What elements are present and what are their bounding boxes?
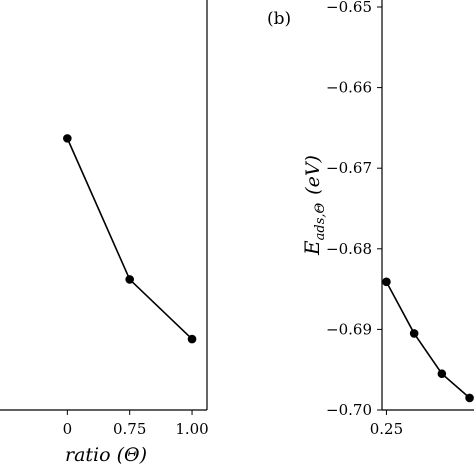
panel-b-plot-area [382,277,474,403]
data-point [187,334,197,344]
series-line [66,138,193,340]
data-point [465,393,474,403]
y-tick-label: −0.65 [326,0,372,16]
panel-b-y-axis-title-unit: (eV) [302,155,324,195]
panel-b-y-axis-title: Eads,Θ (eV) [300,155,328,256]
y-tick-label: −0.69 [326,320,372,338]
series-line [385,281,471,399]
panel-b-x-ticks: 0.25 [370,410,403,438]
y-tick-label: −0.70 [326,401,372,419]
panel-b-y-ticks: −0.65 −0.66 −0.67 −0.68 −0.69 −0.70 [326,0,382,419]
data-point [382,277,391,287]
data-point [63,134,72,143]
panel-a-x-axis-title-text: ratio (Θ) [65,444,147,466]
panel-a-x-axis-title: ratio (Θ) [65,444,147,466]
y-tick-label: −0.66 [326,79,372,97]
data-point [409,329,419,338]
x-tick-label: 0.75 [113,420,146,438]
panel-a-plot-area [63,134,197,344]
panel-b-y-axis-title-main: E [300,240,324,256]
panel-b: (b) −0.65−0.66−0.67−0.68−0.69−0.70 0.25 … [267,0,474,438]
data-point [437,369,447,379]
x-tick-label: 0 [63,420,73,438]
panel-b-label: (b) [267,9,291,29]
data-point [125,275,134,284]
x-tick-label: 1.00 [175,420,208,438]
panel-b-y-axis-title-sub: ads,Θ [313,202,328,240]
y-tick-label: −0.68 [326,240,372,258]
panel-a: 0 0.75 1.00 ratio (Θ) [0,0,209,466]
y-tick-label: −0.67 [326,159,372,177]
panel-a-x-ticks: 0 0.75 1.00 [63,410,209,438]
x-tick-label: 0.25 [370,420,403,438]
